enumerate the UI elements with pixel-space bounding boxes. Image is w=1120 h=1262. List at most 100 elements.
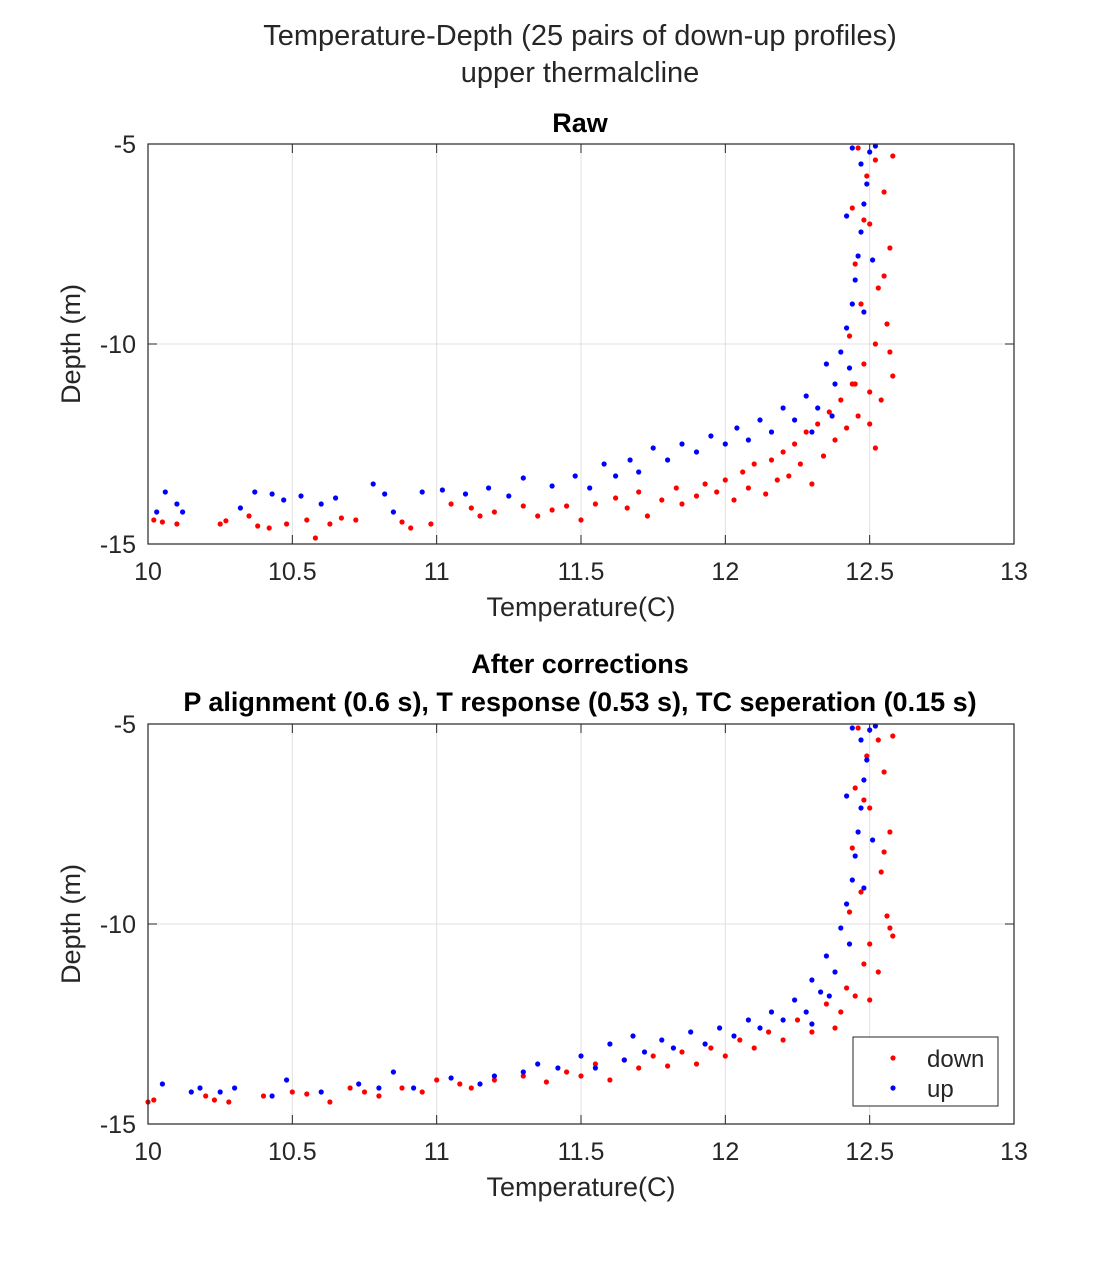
data-point-down <box>448 501 454 507</box>
data-point-down <box>549 507 555 513</box>
x-tick-label: 13 <box>1000 1138 1028 1166</box>
data-point-down <box>745 485 752 491</box>
data-point-up <box>852 277 858 283</box>
data-point-down <box>809 1029 815 1035</box>
series-up <box>159 723 879 1099</box>
data-point-down <box>592 1061 599 1067</box>
data-point-down <box>543 1079 550 1085</box>
y-tick-label: -5 <box>114 131 136 159</box>
data-point-down <box>408 525 414 531</box>
data-point-down <box>826 409 832 415</box>
data-point-down <box>884 913 890 919</box>
data-point-down <box>844 425 850 431</box>
data-point-up <box>670 1045 677 1051</box>
data-point-down <box>878 397 884 403</box>
data-point-down <box>223 518 229 524</box>
data-point-up <box>832 381 838 387</box>
data-point-up <box>154 509 160 515</box>
data-point-up <box>861 885 867 891</box>
data-point-down <box>679 501 685 507</box>
data-point-down <box>832 437 838 443</box>
data-point-down <box>304 1091 310 1097</box>
data-point-down <box>872 445 879 451</box>
data-point-up <box>462 491 469 497</box>
data-point-up <box>491 1073 497 1079</box>
data-point-down <box>884 321 890 327</box>
data-point-down <box>861 361 867 367</box>
x-tick-label: 10.5 <box>268 1138 317 1166</box>
data-point-down <box>858 889 864 895</box>
data-point-down <box>872 341 879 347</box>
data-point-down <box>428 521 434 527</box>
data-point-down <box>174 521 180 527</box>
data-point-down <box>867 389 873 395</box>
x-axis-label: Temperature(C) <box>486 592 675 622</box>
data-point-up <box>318 501 324 507</box>
data-point-down <box>491 509 497 515</box>
data-point-down <box>887 925 893 931</box>
data-point-up <box>838 349 844 355</box>
data-point-up <box>803 393 809 399</box>
x-tick-label: 12.5 <box>845 558 894 586</box>
data-point-up <box>861 777 867 783</box>
data-point-up <box>188 1089 194 1095</box>
data-point-up <box>757 1025 763 1031</box>
data-point-up <box>159 1081 165 1087</box>
data-point-up <box>232 1085 238 1091</box>
data-point-down <box>832 1025 838 1031</box>
data-point-up <box>587 485 593 491</box>
data-point-down <box>255 523 261 529</box>
data-point-up <box>659 1037 665 1043</box>
data-point-down <box>203 1093 209 1099</box>
data-point-down <box>766 1029 772 1035</box>
data-point-up <box>731 1033 737 1039</box>
x-tick-label: 10.5 <box>268 558 317 586</box>
data-point-down <box>797 461 804 467</box>
y-tick-label: -5 <box>114 711 136 739</box>
figure-title-line2: upper thermalcline <box>460 57 700 89</box>
data-point-up <box>872 723 879 729</box>
panel2-title: After corrections <box>471 649 689 679</box>
data-point-up <box>448 1075 454 1081</box>
data-point-down <box>875 285 881 291</box>
data-point-down <box>399 519 405 525</box>
data-point-up <box>792 417 798 423</box>
data-point-up <box>852 853 858 859</box>
data-point-up <box>382 491 388 497</box>
data-point-up <box>217 1089 223 1095</box>
data-point-up <box>809 1021 815 1027</box>
data-point-down <box>327 521 333 527</box>
data-point-down <box>578 1073 584 1079</box>
data-point-up <box>844 901 850 907</box>
data-point-down <box>867 941 873 947</box>
data-point-down <box>399 1085 405 1091</box>
data-point-down <box>217 521 223 527</box>
data-point-down <box>844 985 850 991</box>
data-point-down <box>803 429 809 435</box>
data-point-up <box>780 405 786 411</box>
panel1-title: Raw <box>552 108 608 138</box>
data-point-up <box>180 509 186 515</box>
data-point-down <box>434 1077 440 1083</box>
data-point-up <box>861 309 867 315</box>
data-point-down <box>881 273 887 279</box>
figure-title-line1: Temperature-Depth (25 pairs of down-up p… <box>263 20 897 52</box>
data-point-down <box>875 737 881 743</box>
data-point-down <box>855 413 861 419</box>
data-point-up <box>858 229 864 235</box>
data-point-up <box>717 1025 723 1031</box>
data-point-down <box>881 189 887 195</box>
data-point-up <box>439 487 445 493</box>
data-point-up <box>592 1065 599 1071</box>
data-point-down <box>564 1069 570 1075</box>
data-point-down <box>722 477 728 483</box>
data-point-up <box>846 365 853 371</box>
panel-1: 10 10.5 11 11.5 12 12.5 13 -5 -10 -15 Temperature(… <box>56 131 1028 622</box>
legend-label-down: down <box>927 1046 984 1073</box>
data-point-down <box>890 153 896 159</box>
y-axis-label: Depth (m) <box>56 284 86 404</box>
data-point-down <box>304 517 310 523</box>
data-point-down <box>151 1097 157 1103</box>
data-point-up <box>858 805 864 811</box>
data-point-up <box>861 201 867 207</box>
